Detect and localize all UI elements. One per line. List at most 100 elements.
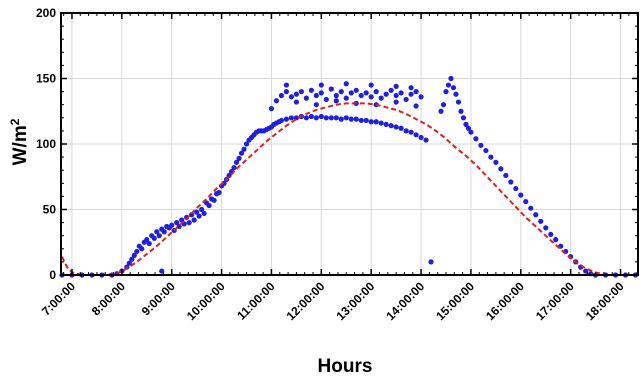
data-point [144, 237, 150, 243]
data-point [383, 121, 389, 127]
data-point [313, 92, 319, 99]
data-point [283, 89, 290, 95]
fit-curve-line [61, 102, 636, 276]
data-point [303, 115, 309, 121]
data-point [493, 159, 499, 165]
data-point [298, 89, 304, 95]
data-point [156, 233, 162, 239]
data-point [455, 99, 462, 105]
data-point [338, 89, 344, 95]
data-point [388, 123, 394, 129]
data-point [413, 103, 419, 109]
data-point [169, 222, 175, 228]
data-point [243, 141, 250, 147]
data-point [293, 91, 299, 97]
data-point [313, 102, 319, 108]
data-point [388, 87, 394, 93]
data-point [273, 98, 280, 104]
data-point [368, 94, 374, 100]
data-point [513, 185, 519, 192]
data-point [348, 90, 354, 96]
data-point [393, 83, 399, 89]
data-point [418, 94, 424, 100]
data-point [403, 96, 409, 103]
y-axis-title-main: W/m [10, 125, 31, 165]
data-point [323, 96, 329, 103]
data-point [468, 129, 474, 135]
x-tick-label: 14:00:00 [383, 279, 427, 323]
data-point [398, 125, 404, 131]
data-point [403, 128, 409, 134]
x-tick-label: 9:00:00 [139, 279, 178, 318]
data-point [343, 115, 349, 121]
x-axis-title: Hours [318, 356, 373, 377]
data-point [238, 150, 245, 156]
data-point [211, 197, 217, 203]
data-point [353, 87, 359, 93]
data-point [538, 218, 544, 224]
data-point [293, 99, 299, 105]
data-point [508, 179, 514, 185]
data-point [553, 237, 559, 243]
data-point [131, 252, 137, 258]
data-point [199, 206, 205, 213]
data-point [450, 85, 457, 91]
data-point [448, 75, 454, 82]
data-point [278, 117, 285, 124]
y-axis-title-superscript: 2 [8, 118, 22, 125]
data-point [445, 82, 452, 88]
x-tick-label: 12:00:00 [284, 279, 328, 323]
data-point [443, 89, 449, 95]
data-point [383, 91, 389, 97]
data-point [548, 231, 554, 237]
data-point [413, 89, 419, 95]
data-point [333, 92, 339, 99]
data-point [308, 87, 314, 93]
data-point [126, 260, 132, 266]
data-point [503, 172, 509, 179]
data-point [348, 116, 354, 122]
data-point [378, 120, 384, 126]
data-point [231, 164, 237, 171]
data-point [278, 92, 285, 99]
y-tick-label: 100 [36, 137, 56, 151]
data-point [358, 117, 364, 124]
data-point [303, 95, 309, 101]
data-point [373, 119, 379, 125]
data-point [408, 129, 414, 135]
data-point [201, 210, 207, 217]
x-tick-label: 8:00:00 [89, 279, 128, 318]
data-point [368, 119, 374, 125]
data-point [196, 213, 202, 219]
data-point [236, 155, 242, 162]
data-point [473, 136, 479, 142]
data-point [413, 132, 419, 138]
data-point [498, 166, 504, 172]
x-tick-label: 17:00:00 [533, 279, 577, 323]
data-point [283, 116, 290, 122]
data-point [139, 246, 145, 252]
data-point [191, 217, 197, 223]
data-point [313, 115, 319, 121]
data-point [543, 225, 549, 231]
data-point [268, 106, 275, 112]
data-point [428, 259, 434, 265]
data-point [363, 117, 369, 124]
data-point [343, 95, 349, 101]
data-point [288, 94, 295, 100]
y-axis-title: W/m2 [8, 118, 31, 165]
data-point [206, 202, 212, 209]
data-point [533, 212, 539, 218]
x-tick-label: 13:00:00 [333, 279, 377, 323]
axis-ticks [61, 12, 638, 276]
series-layer [59, 75, 639, 278]
y-tick-label: 150 [36, 72, 56, 86]
data-point [363, 90, 369, 96]
data-point [129, 256, 135, 262]
data-point [216, 189, 222, 196]
data-point [378, 95, 384, 101]
data-point [483, 147, 489, 154]
data-point [333, 115, 339, 121]
x-tick-labels: 7:00:00 8:00:00 9:00:00 10:00:00 11:00:00 12:… [39, 279, 627, 323]
